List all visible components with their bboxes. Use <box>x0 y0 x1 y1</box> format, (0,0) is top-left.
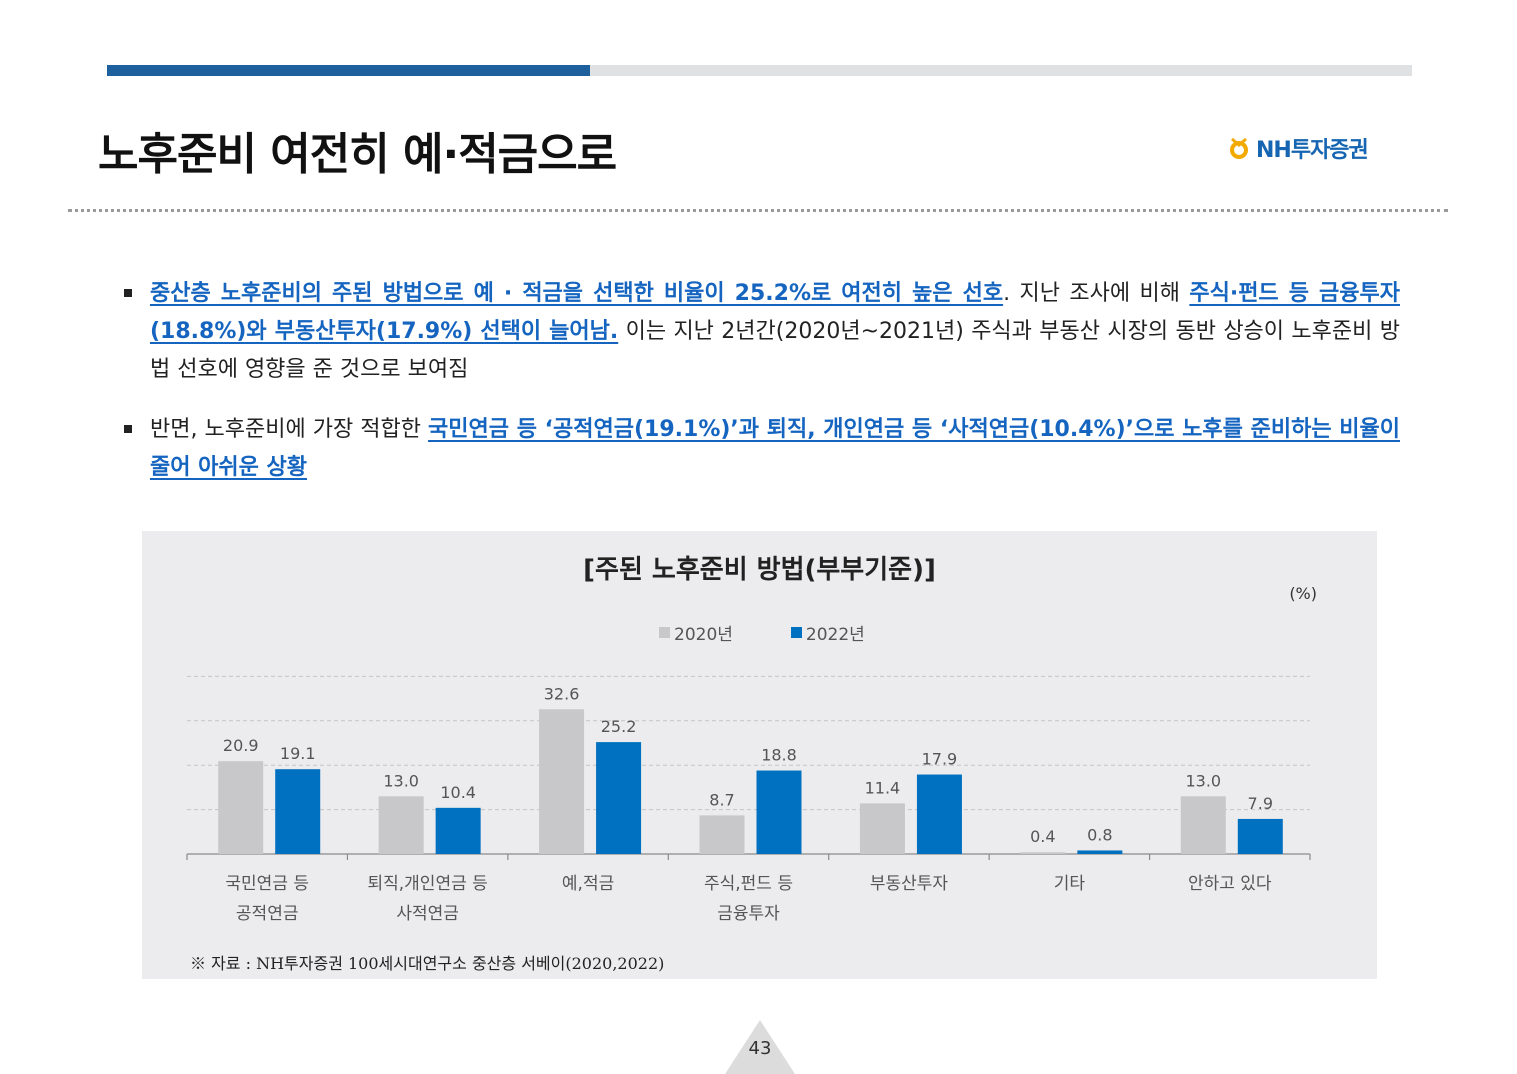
data-label: 25.2 <box>601 717 637 736</box>
category-label: 안하고 있다 <box>1188 874 1272 894</box>
bar-2020 <box>218 761 264 854</box>
data-label: 13.0 <box>383 771 419 790</box>
data-label: 8.7 <box>709 790 734 809</box>
legend-item-2022: 2022년 <box>790 620 865 645</box>
bar-2020 <box>1180 796 1226 854</box>
category-label: 금융투자 <box>717 904 780 924</box>
data-label: 10.4 <box>440 783 476 802</box>
legend-swatch-2020 <box>659 627 670 638</box>
legend-label-2020: 2020년 <box>674 625 733 645</box>
bullet-list: 중산층 노후준비의 주된 방법으로 예 · 적금을 선택한 비율이 25.2%로… <box>120 275 1400 509</box>
data-label: 0.8 <box>1087 825 1112 844</box>
bullet-item-2: 반면, 노후준비에 가장 적합한 국민연금 등 ‘공적연금(19.1%)’과 퇴… <box>120 411 1400 487</box>
body-text: . 지난 조사에 비해 <box>1003 281 1190 306</box>
category-label: 부동산투자 <box>870 874 949 894</box>
data-label: 18.8 <box>761 746 797 765</box>
data-label: 0.4 <box>1030 827 1055 846</box>
category-label: 주식,펀드 등 <box>704 874 793 894</box>
bullet-item-1: 중산층 노후준비의 주된 방법으로 예 · 적금을 선택한 비율이 25.2%로… <box>120 275 1400 389</box>
bar-2022 <box>1237 818 1283 854</box>
bullet-text-2: 반면, 노후준비에 가장 적합한 국민연금 등 ‘공적연금(19.1%)’과 퇴… <box>150 411 1400 487</box>
top-progress-bar <box>107 65 1412 76</box>
data-label: 19.1 <box>280 744 316 763</box>
body-text: 이는 지난 2년간(2020년~2021년) 주식과 부동산 시장의 동반 상승… <box>150 319 1400 382</box>
chart-legend: 2020년 2022년 <box>659 620 865 645</box>
chart-title: [주된 노후준비 방법(부부기준)] <box>583 555 936 585</box>
data-label: 13.0 <box>1185 771 1221 790</box>
bullet-marker <box>124 425 132 433</box>
highlight-text: 국민연금 등 ‘공적연금(19.1%)’과 퇴직, 개인연금 등 ‘사적연금(1… <box>150 417 1400 480</box>
bar-2020 <box>378 796 424 854</box>
data-label: 11.4 <box>865 778 901 797</box>
bar-2022 <box>596 742 642 854</box>
chart-source: ※ 자료 : NH투자증권 100세시대연구소 중산층 서베이(2020,202… <box>190 954 665 973</box>
body-text: 반면, 노후준비에 가장 적합한 <box>150 417 429 442</box>
data-label: 20.9 <box>223 736 259 755</box>
top-progress-fill <box>107 65 590 76</box>
legend-item-2020: 2020년 <box>659 620 733 645</box>
bar-2022 <box>1077 850 1123 854</box>
category-label: 퇴직,개인연금 등 <box>367 874 487 894</box>
category-label: 예,적금 <box>562 874 614 894</box>
bar-2022 <box>435 807 481 854</box>
data-label: 17.9 <box>922 750 958 769</box>
page-number-triangle <box>725 1020 795 1074</box>
data-label: 7.9 <box>1248 794 1273 813</box>
category-label: 기타 <box>1054 874 1086 894</box>
category-label: 국민연금 등 <box>225 874 309 894</box>
bar-2020 <box>859 803 905 854</box>
bar-2022 <box>275 769 321 854</box>
bar-2022 <box>916 774 962 854</box>
chart-unit: (%) <box>1289 584 1317 603</box>
page-number: 43 <box>748 1038 772 1059</box>
nh-logo-icon <box>1230 137 1248 159</box>
logo-text: NH투자증권 <box>1256 138 1369 163</box>
bar-2020 <box>699 815 745 854</box>
category-label: 사적연금 <box>396 904 459 924</box>
bar-2022 <box>756 770 802 854</box>
page-title: 노후준비 여전히 예·적금으로 <box>98 129 617 180</box>
nh-logo: NH투자증권 <box>1228 132 1369 164</box>
category-label: 공적연금 <box>236 904 299 924</box>
legend-swatch-2022 <box>790 627 802 638</box>
highlight-text: 중산층 노후준비의 주된 방법으로 예 · 적금을 선택한 비율이 25.2%로… <box>150 281 1004 306</box>
bullet-marker <box>124 289 132 297</box>
legend-label-2022: 2022년 <box>805 625 865 645</box>
bar-2020 <box>539 709 585 854</box>
data-label: 32.6 <box>544 684 580 703</box>
dotted-divider <box>68 209 1448 212</box>
highlight-text: 주식·펀드 등 금융투자(18.8%)와 부동산투자(17.9%) 선택이 늘어… <box>150 281 1400 344</box>
bar-2020 <box>1020 852 1066 854</box>
chart-panel: [주된 노후준비 방법(부부기준)] (%) 2020년 2022년 20.9 1… <box>142 531 1377 979</box>
bullet-text-1: 중산층 노후준비의 주된 방법으로 예 · 적금을 선택한 비율이 25.2%로… <box>150 275 1400 389</box>
